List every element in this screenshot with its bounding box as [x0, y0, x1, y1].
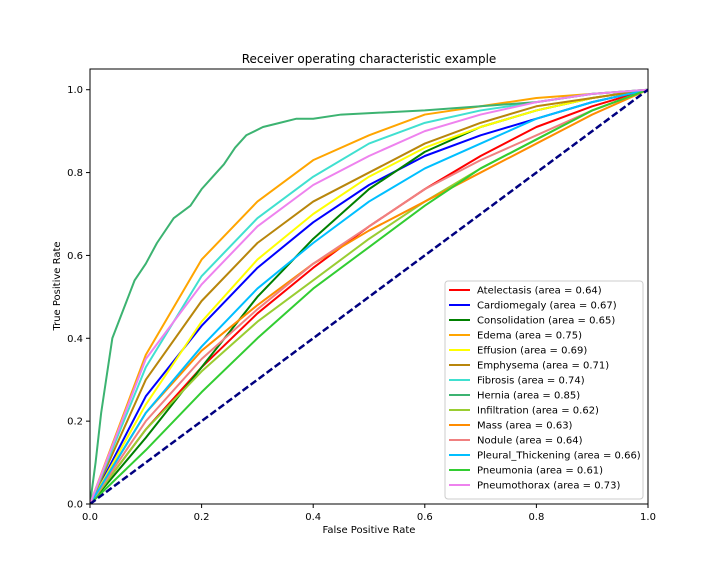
y-tick-label: 1.0	[67, 85, 83, 96]
series-line-nodule	[90, 88, 648, 504]
legend-label: Effusion (area = 0.69)	[477, 346, 587, 357]
series-line-edema	[90, 88, 648, 504]
legend-label: Infiltration (area = 0.62)	[477, 406, 599, 417]
legend-label: Mass (area = 0.63)	[477, 421, 573, 432]
x-tick-label: 0.4	[305, 512, 321, 523]
y-tick-label: 0.0	[67, 500, 83, 511]
y-tick-label: 0.8	[67, 168, 83, 179]
legend-label: Cardiomegaly (area = 0.67)	[477, 301, 617, 312]
y-axis-label: True Positive Rate	[52, 241, 63, 331]
series-line-emphysema	[90, 88, 648, 504]
legend-label: Hernia (area = 0.85)	[477, 391, 580, 402]
y-tick-label: 0.6	[67, 251, 83, 262]
legend-label: Edema (area = 0.75)	[477, 331, 582, 342]
legend-label: Fibrosis (area = 0.74)	[477, 376, 585, 387]
legend-label: Nodule (area = 0.64)	[477, 436, 583, 447]
x-tick-label: 1.0	[640, 512, 656, 523]
x-tick-label: 0.0	[82, 512, 98, 523]
series-line-pneumothorax	[90, 88, 648, 504]
series-line-mass	[90, 88, 648, 504]
legend-label: Pleural_Thickening (area = 0.66)	[477, 451, 641, 462]
x-tick-label: 0.2	[194, 512, 210, 523]
legend-label: Pneumothorax (area = 0.73)	[477, 481, 620, 492]
legend: Atelectasis (area = 0.64) Cardiomegaly (a…	[444, 280, 644, 500]
legend-label: Consolidation (area = 0.65)	[477, 316, 615, 327]
series-line-hernia	[90, 88, 648, 504]
series-line-effusion	[90, 88, 648, 504]
y-tick-label: 0.4	[67, 334, 83, 345]
y-tick-label: 0.2	[67, 417, 83, 428]
series-line-pleural-thickening	[90, 88, 648, 504]
x-tick-label: 0.8	[528, 512, 544, 523]
axes-frame	[89, 68, 649, 505]
axis-ticks: 0.0 0.2 0.4 0.6 0.8 1.0 0.0 0.2 0.4 0.6 0.8 1.0	[67, 85, 656, 523]
legend-label: Pneumonia (area = 0.61)	[477, 466, 603, 477]
legend-label: Atelectasis (area = 0.64)	[477, 286, 602, 297]
x-axis-label: False Positive Rate	[323, 525, 416, 536]
legend-label: Emphysema (area = 0.71)	[477, 361, 609, 372]
chance-diagonal-line	[90, 88, 648, 504]
plot-area	[90, 88, 648, 504]
series-line-pneumonia	[90, 88, 648, 504]
x-tick-label: 0.6	[417, 512, 433, 523]
chart-title: Receiver operating characteristic exampl…	[242, 52, 497, 66]
legend-box	[444, 280, 644, 500]
